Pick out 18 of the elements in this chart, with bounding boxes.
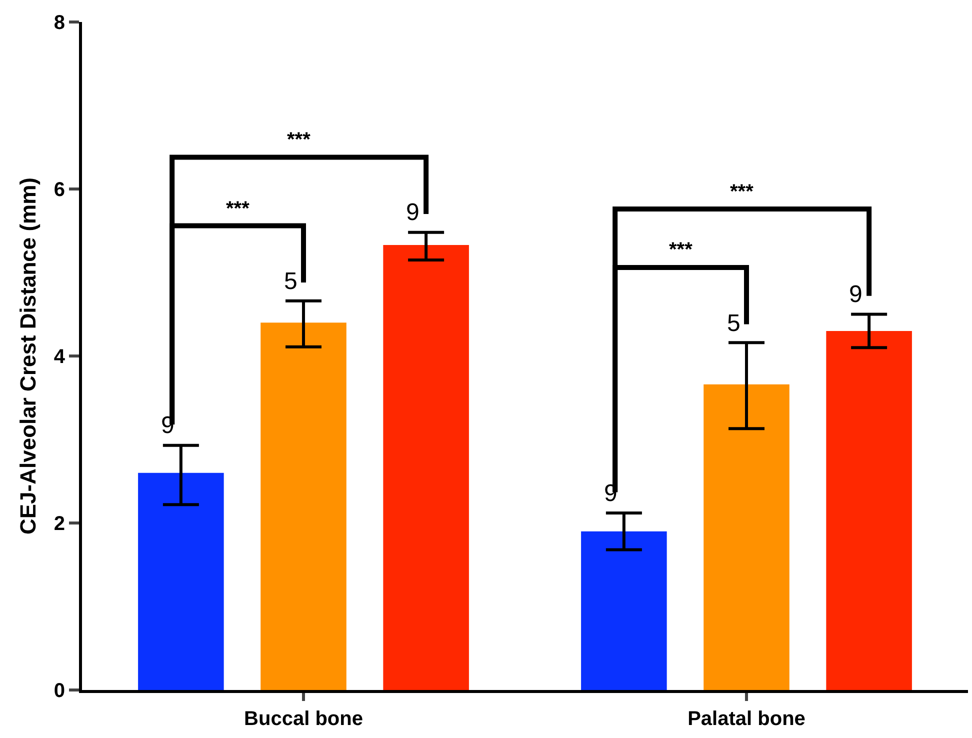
- y-tick-label: 8: [54, 12, 65, 34]
- y-tick-label: 4: [54, 346, 66, 368]
- annotation: 5: [284, 268, 298, 295]
- annotation: 9: [406, 199, 420, 226]
- x-tick-label: Buccal bone: [244, 708, 363, 730]
- y-axis-title: CEJ-Alveolar Crest Distance (mm): [16, 177, 41, 535]
- annotation: 5: [727, 310, 740, 337]
- annotation: ***: [730, 181, 754, 203]
- y-tick-label: 2: [54, 513, 65, 535]
- annotation: ***: [226, 198, 250, 220]
- bar: [138, 472, 224, 690]
- annotation: 9: [849, 281, 862, 308]
- bar: [581, 531, 667, 690]
- y-tick-label: 6: [54, 179, 65, 201]
- y-tick-label: 0: [54, 680, 65, 702]
- annotation: ***: [669, 239, 693, 261]
- annotation: ***: [287, 129, 311, 151]
- x-tick-label: Palatal bone: [688, 708, 806, 730]
